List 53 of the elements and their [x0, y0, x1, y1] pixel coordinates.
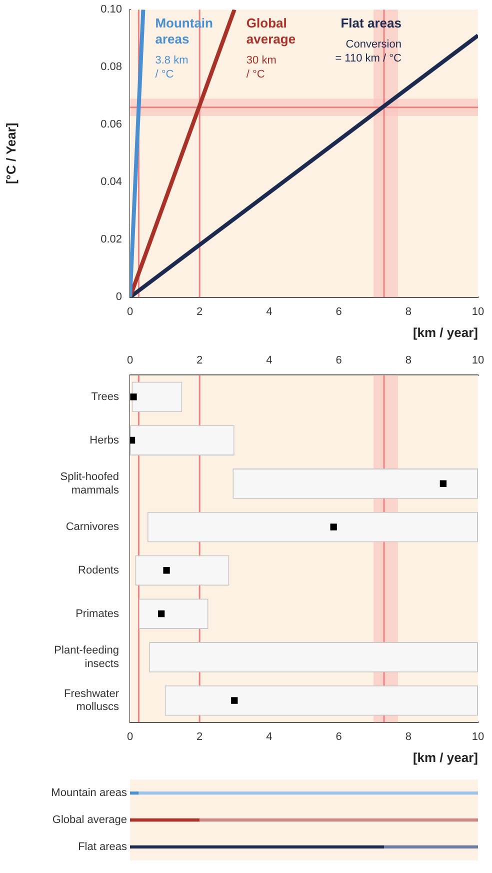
y-axis-title: [°C / Year]: [3, 122, 18, 184]
y-tick-label: 0.08: [100, 61, 122, 74]
point: [130, 394, 137, 400]
point: [440, 480, 447, 487]
x-tick-label: 10: [472, 730, 484, 743]
y-tick-label: Carnivores: [66, 521, 120, 534]
y-tick-label: Rodents: [78, 564, 120, 576]
x2-tick-label: 2: [196, 354, 203, 367]
x-tick-label: 10: [472, 306, 484, 318]
y-tick-label: Freshwater molluscs: [64, 688, 120, 714]
x-tick-label: 8: [405, 730, 412, 743]
x2-tick-label: 4: [266, 354, 272, 367]
y-tick-label: Primates: [76, 608, 120, 620]
point: [130, 436, 136, 444]
point: [330, 524, 337, 530]
y-tick-label: 0.04: [100, 176, 122, 188]
y-tick-label: Flat areas: [78, 840, 128, 853]
annotation: 30 km / °C: [246, 54, 276, 81]
point: [158, 610, 165, 618]
x2-tick-label: 10: [472, 354, 484, 367]
x-tick-label: 2: [196, 730, 203, 743]
x-tick-label: 6: [336, 730, 342, 743]
point: [231, 697, 238, 704]
y-tick-label: Split-hoofed mammals: [60, 471, 120, 496]
y-tick-label: 0.02: [100, 234, 122, 246]
y-tick-label: 0.06: [100, 118, 122, 131]
y-tick-label: Herbs: [90, 434, 120, 446]
bar: [130, 791, 139, 795]
annotation: Conversion = 110 km / °C: [335, 38, 402, 65]
x-tick-label: 6: [336, 306, 342, 318]
point: [163, 567, 170, 574]
series-label: Global average: [246, 16, 296, 47]
annotation: 3.8 km / °C: [155, 54, 188, 81]
y-tick-label: 0: [116, 291, 122, 304]
x2-tick-label: 6: [336, 354, 342, 367]
x-tick-label: 4: [266, 730, 272, 743]
x-tick-label: 4: [266, 306, 272, 318]
x-tick-label: 2: [196, 306, 203, 318]
y-tick-label: Mountain areas: [51, 787, 128, 800]
bar: [138, 791, 478, 795]
bar: [200, 818, 478, 822]
bar: [130, 818, 200, 822]
bar: [130, 845, 384, 849]
y-tick-label: Global average: [52, 814, 127, 826]
y-tick-label: Plant-feeding insects: [54, 644, 120, 670]
y-tick-label: 0.10: [100, 4, 122, 16]
x2-tick-label: 8: [405, 354, 412, 367]
x-axis-title: [km / year]: [412, 324, 478, 340]
x-tick-label: 8: [405, 306, 412, 318]
bar: [384, 845, 478, 849]
text: Flat areas: [340, 16, 402, 31]
x-axis-title: [km / year]: [412, 750, 478, 765]
y-tick-label: Trees: [91, 390, 120, 403]
